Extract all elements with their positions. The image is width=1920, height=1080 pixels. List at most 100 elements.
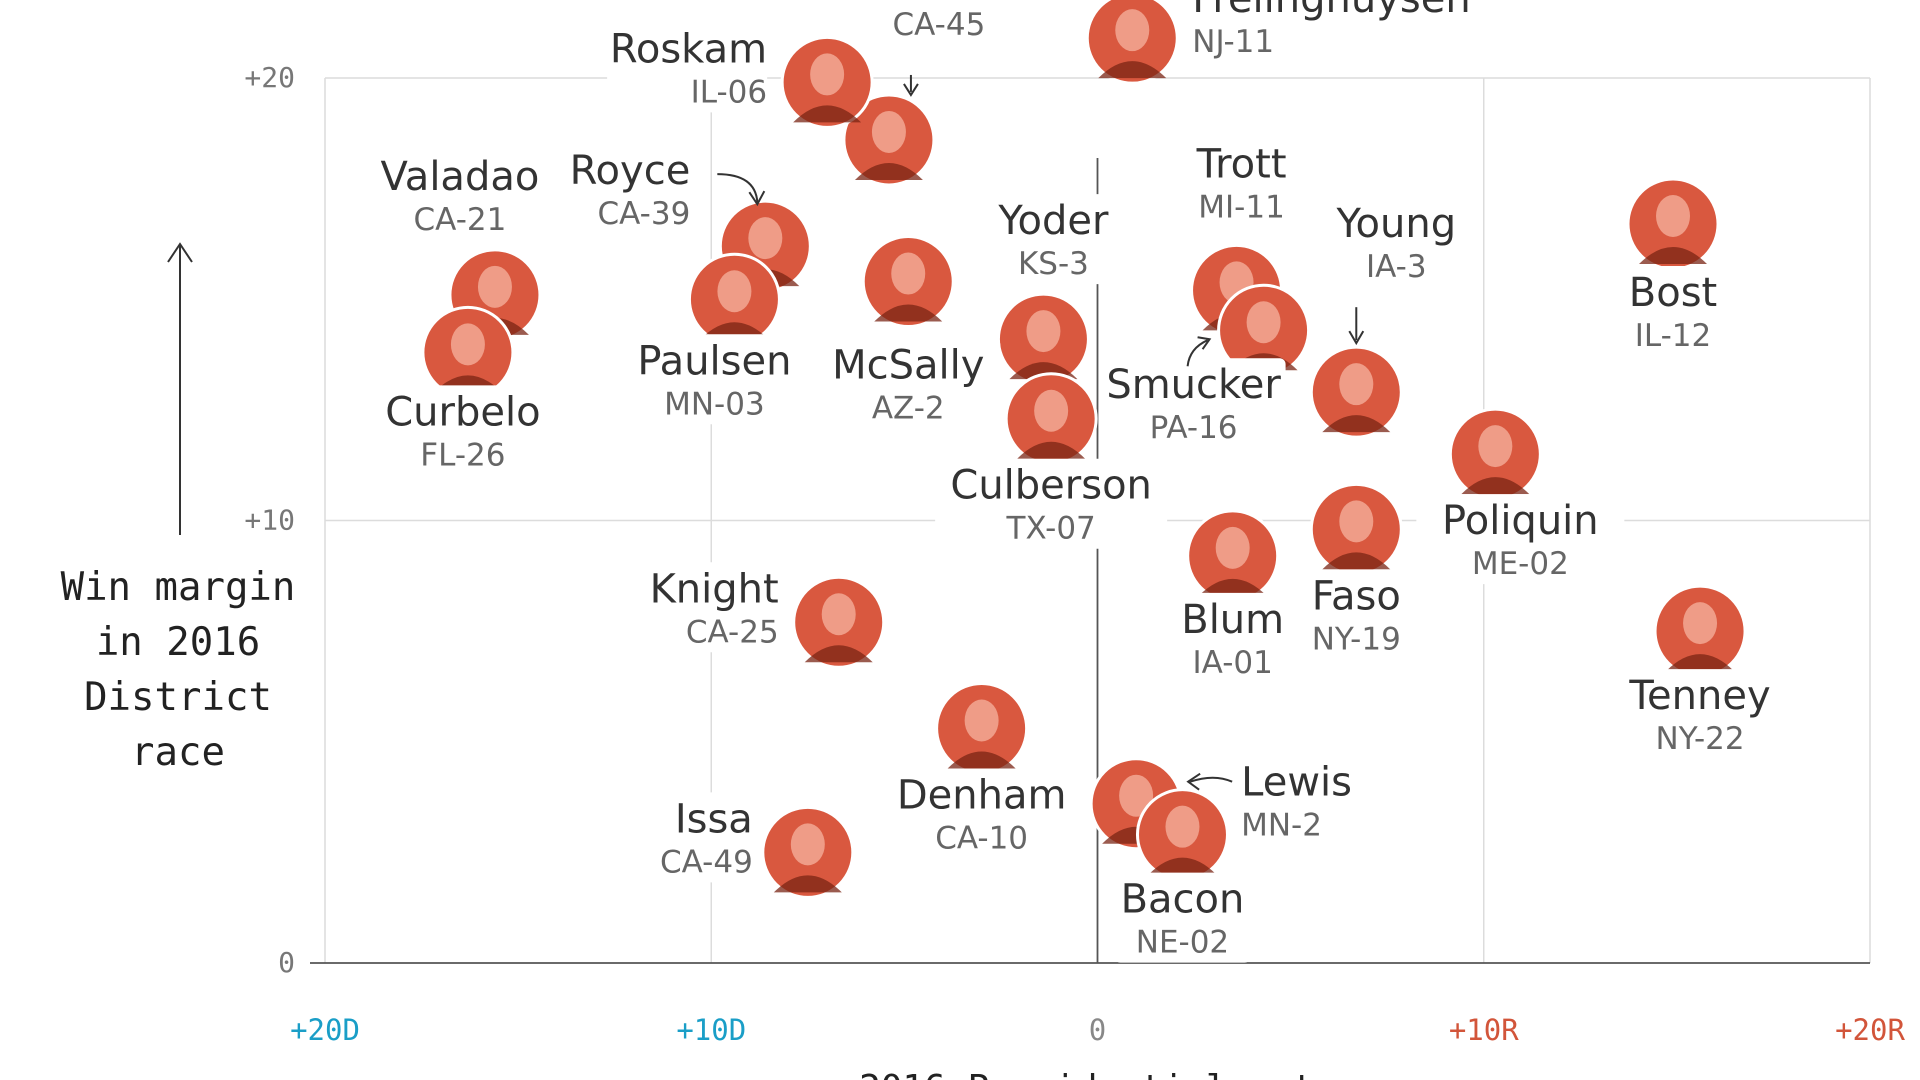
label-name-walters: Walters [864, 0, 1014, 5]
portrait-head-roskam [810, 53, 845, 96]
label-district-bost: IL-12 [1635, 318, 1712, 354]
label-district-paulsen: MN-03 [664, 386, 765, 422]
annot-layer: Win margin in 2016 District race 2016 Presid… [61, 74, 1365, 1080]
label-halo-faso [1300, 569, 1413, 660]
label-name-paulsen: Paulsen [637, 338, 791, 384]
label-name-bacon: Bacon [1121, 877, 1245, 923]
label-name-royce: Royce [570, 148, 691, 194]
y-tick-label: 0 [278, 946, 295, 979]
x-tick-label: +10D [676, 1013, 746, 1047]
portrait-shoulders-poliquin [1461, 477, 1530, 495]
label-name-knight: Knight [650, 566, 779, 612]
label-name-tenney: Tenney [1628, 673, 1770, 719]
label-halo-paulsen [622, 334, 807, 425]
portrait-head-smucker [1246, 301, 1281, 344]
portrait-head-lewis [1119, 774, 1154, 817]
label-halo-bost [1617, 266, 1730, 357]
label-halo-poliquin [1416, 494, 1625, 585]
portrait-shoulders-tenney [1666, 654, 1735, 672]
portrait-shoulders-blum [1198, 578, 1267, 596]
label-halo-bacon [1114, 872, 1251, 963]
label-halo-culberson [935, 458, 1168, 549]
x-tick-label: +20R [1835, 1013, 1905, 1047]
marker-curbelo [421, 305, 515, 399]
portrait-shoulders-bacon [1148, 857, 1217, 875]
leader-arrow-lewis [1189, 776, 1233, 783]
label-halo-yoder [985, 194, 1122, 285]
portrait-shoulders-frelinghuysen [1098, 61, 1167, 79]
label-name-frelinghuysen: Frelinghuysen [1192, 0, 1470, 22]
portrait-head-frelinghuysen [1115, 9, 1150, 52]
label-halo-tenney [1620, 669, 1781, 760]
portrait-head-denham [964, 699, 999, 742]
portrait-shoulders-faso [1322, 552, 1391, 570]
marker-roskam [780, 35, 874, 129]
portrait-head-yoder [1026, 310, 1061, 353]
marker-poliquin [1448, 407, 1542, 501]
y-axis-label-line: in 2016 [96, 620, 260, 665]
portrait-head-knight [821, 593, 856, 636]
label-district-blum: IA-01 [1193, 645, 1273, 681]
label-halo-curbelo [370, 385, 555, 476]
portrait-head-walters [871, 110, 906, 153]
portrait-head-bacon [1165, 805, 1200, 848]
marker-mcsally [861, 235, 955, 329]
x-tick-label: +20D [290, 1013, 360, 1047]
marker-bost [1626, 177, 1720, 271]
y-tick-label: +10 [244, 504, 295, 537]
portrait-head-faso [1339, 500, 1374, 543]
marker-frelinghuysen [1085, 0, 1179, 85]
portrait-head-paulsen [717, 270, 752, 313]
label-name-trott: Trott [1196, 141, 1287, 187]
marker-yoder [996, 292, 1090, 386]
label-halo-valadao [367, 149, 552, 240]
portrait-head-issa [790, 823, 825, 866]
marker-culberson [1004, 372, 1098, 466]
label-halo-mcsally [816, 338, 1001, 429]
portrait-head-bost [1656, 195, 1691, 238]
label-halo-denham [901, 768, 1062, 859]
label-halo-lewis [1233, 755, 1370, 846]
label-name-bost: Bost [1629, 270, 1717, 316]
x-tick-label: 0 [1089, 1013, 1106, 1047]
label-halo-knight [618, 562, 779, 653]
leader-arrowhead-lewis [1186, 772, 1201, 791]
label-district-culberson: TX-07 [1006, 511, 1096, 547]
portrait-shoulders-culberson [1017, 441, 1086, 459]
marker-walters [842, 93, 936, 187]
portrait-shoulders-issa [773, 875, 842, 893]
label-name-issa: Issa [675, 796, 753, 842]
label-district-bacon: NE-02 [1136, 925, 1229, 961]
label-name-denham: Denham [897, 772, 1067, 818]
portrait-head-poliquin [1478, 425, 1513, 468]
portrait-shoulders-bost [1639, 247, 1708, 265]
label-halo-walters [846, 0, 1031, 45]
portrait-head-curbelo [450, 323, 485, 366]
marker-tenney [1653, 584, 1747, 678]
label-district-yoder: KS-3 [1018, 246, 1089, 282]
label-halo-royce [554, 144, 691, 235]
label-halo-blum [1176, 592, 1289, 683]
marker-paulsen [687, 252, 781, 346]
x-axis-label: 2016 Presidential vote [859, 1068, 1336, 1080]
label-district-roskam: IL-06 [691, 74, 768, 110]
label-district-faso: NY-19 [1312, 621, 1401, 657]
portrait-shoulders-knight [804, 645, 873, 663]
marker-denham [935, 681, 1029, 775]
leader-arrowhead-walters [903, 83, 919, 97]
label-name-curbelo: Curbelo [385, 389, 540, 435]
y-axis-label-line: District [84, 675, 272, 720]
label-name-yoder: Yoder [997, 198, 1109, 244]
portrait-head-royce [748, 217, 783, 260]
portrait-shoulders-walters [854, 162, 923, 180]
label-name-poliquin: Poliquin [1442, 498, 1599, 544]
label-district-poliquin: ME-02 [1472, 546, 1569, 582]
label-district-frelinghuysen: NJ-11 [1192, 24, 1274, 60]
portrait-head-tenney [1683, 602, 1718, 645]
label-district-issa: CA-49 [660, 844, 753, 880]
label-district-young: IA-3 [1366, 249, 1427, 285]
label-district-smucker: PA-16 [1150, 410, 1238, 446]
label-name-smucker: Smucker [1106, 362, 1281, 408]
label-name-blum: Blum [1181, 597, 1284, 643]
portrait-head-young [1339, 363, 1374, 406]
